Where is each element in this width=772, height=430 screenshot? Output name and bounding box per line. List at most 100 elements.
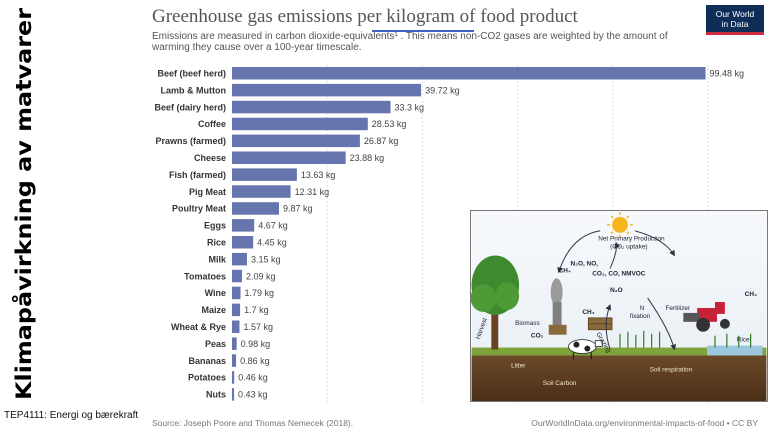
category-label-10: Rice <box>207 238 226 248</box>
flux-arrows <box>557 230 677 351</box>
logo-line-1: Our World <box>715 9 755 19</box>
smoke-stack-icon <box>548 278 567 335</box>
label-rice: Rice <box>737 337 750 344</box>
owid-logo[interactable]: Our World in Data <box>706 5 764 35</box>
value-label-17: 0.86 kg <box>240 356 270 366</box>
side-title-text: Klimapåvirkning av matvarer <box>11 7 36 400</box>
category-label-6: Fish (farmed) <box>169 170 226 180</box>
label-co2-b: CO₂ <box>531 333 544 340</box>
course-label: TEP4111: Energi og bærekraft <box>4 410 139 421</box>
value-label-15: 1.57 kg <box>243 322 273 332</box>
bar-10[interactable] <box>232 236 254 249</box>
carbon-cycle-diagram: Net Primary Production (CO₂ uptake) N₂O,… <box>470 210 768 402</box>
ground-grass <box>471 347 767 356</box>
value-label-12: 2.09 kg <box>246 271 276 281</box>
category-label-9: Eggs <box>204 221 226 231</box>
category-label-19: Nuts <box>206 390 226 400</box>
bar-19[interactable] <box>232 388 235 401</box>
label-n2o-b: N₂O <box>610 287 623 294</box>
category-label-17: Bananas <box>188 356 226 366</box>
value-label-6: 13.63 kg <box>301 170 336 180</box>
category-label-0: Beef (beef herd) <box>157 69 226 79</box>
footer-url[interactable]: OurWorldInData.org/environmental-impacts… <box>531 418 758 428</box>
tractor-icon <box>683 302 730 332</box>
label-biomass: Biomass <box>515 320 540 327</box>
cow-icon <box>568 339 603 360</box>
category-label-3: Coffee <box>198 119 226 129</box>
value-label-13: 1.79 kg <box>245 288 275 298</box>
bar-13[interactable] <box>232 286 241 300</box>
value-label-18: 0.46 kg <box>238 373 268 383</box>
value-label-11: 3.15 kg <box>251 254 281 264</box>
category-label-18: Potatoes <box>188 373 226 383</box>
label-fixation: fixation <box>630 313 651 320</box>
value-label-9: 4.67 kg <box>258 221 288 231</box>
label-litter: Litter <box>511 362 526 369</box>
value-label-14: 1.7 kg <box>244 305 269 315</box>
category-label-1: Lamb & Mutton <box>161 85 227 95</box>
chart-title: Greenhouse gas emissions per kilogram of… <box>152 6 578 27</box>
category-label-15: Wheat & Rye <box>171 322 226 332</box>
category-label-8: Poultry Meat <box>172 204 226 214</box>
bar-15[interactable] <box>232 320 240 334</box>
sun-icon <box>607 211 633 238</box>
value-label-8: 9.87 kg <box>283 204 313 214</box>
category-label-4: Prawns (farmed) <box>155 136 226 146</box>
bar-14[interactable] <box>232 303 241 317</box>
bars: Beef (beef herd) 99.48 kg Lamb & Mutton 39.… <box>154 67 744 401</box>
bar-6[interactable] <box>232 168 297 181</box>
category-label-12: Tomatoes <box>184 271 226 281</box>
label-co2-a: CO₂, CO, NMVOC <box>592 270 646 277</box>
label-npp-sub: (CO₂ uptake) <box>610 244 647 251</box>
bar-7[interactable] <box>232 185 291 198</box>
value-label-19: 0.43 kg <box>238 390 268 400</box>
category-label-14: Maize <box>201 305 226 315</box>
value-label-3: 28.53 kg <box>372 119 407 129</box>
bar-18[interactable] <box>232 371 235 384</box>
tree-icon <box>471 255 520 350</box>
label-fertilizer: Fertilizer <box>666 305 691 312</box>
category-label-16: Peas <box>205 339 226 349</box>
crops-icon <box>619 330 661 348</box>
bar-3[interactable] <box>232 117 368 131</box>
label-n: N <box>640 305 645 312</box>
label-npp: Net Primary Production <box>598 236 665 243</box>
wood-crate-icon <box>587 317 613 331</box>
bar-5[interactable] <box>232 151 346 165</box>
bar-9[interactable] <box>232 219 255 232</box>
title-underline <box>372 30 474 32</box>
bar-4[interactable] <box>232 134 360 148</box>
diagram-labels: Net Primary Production (CO₂ uptake) N₂O,… <box>475 236 757 387</box>
source-note: Source: Joseph Poore and Thomas Nemecek … <box>152 418 354 428</box>
bar-2[interactable] <box>232 100 391 114</box>
slide-side-title: Klimapåvirkning av matvarer <box>11 7 36 400</box>
bar-1[interactable] <box>232 83 422 97</box>
value-label-16: 0.98 kg <box>241 339 271 349</box>
value-label-7: 12.31 kg <box>295 187 330 197</box>
value-label-1: 39.72 kg <box>425 85 460 95</box>
bar-12[interactable] <box>232 269 242 283</box>
bar-16[interactable] <box>232 337 237 350</box>
bar-8[interactable] <box>232 202 279 215</box>
logo-line-2: in Data <box>721 19 749 29</box>
value-label-4: 26.87 kg <box>364 136 399 146</box>
value-label-2: 33.3 kg <box>395 102 425 112</box>
bar-0[interactable] <box>232 67 706 80</box>
bar-11[interactable] <box>232 252 247 266</box>
chart-subtitle: Emissions are measured in carbon dioxide… <box>152 31 668 53</box>
label-ch4-a: CH₄ <box>559 267 571 274</box>
value-label-0: 99.48 kg <box>710 69 745 79</box>
category-label-5: Cheese <box>194 153 226 163</box>
label-ch4-c: CH₄ <box>745 291 757 298</box>
rice-paddy-icon <box>707 333 763 356</box>
category-label-11: Milk <box>208 254 226 264</box>
label-soil-carbon: Soil Carbon <box>543 380 577 387</box>
value-label-10: 4.45 kg <box>257 238 287 248</box>
label-n2o-no: N₂O, NO, <box>571 260 599 267</box>
category-label-13: Wine <box>205 288 226 298</box>
category-label-2: Beef (dairy herd) <box>154 102 226 112</box>
value-label-5: 23.88 kg <box>350 153 385 163</box>
logo-accent-bar <box>706 32 764 35</box>
category-label-7: Pig Meat <box>189 187 226 197</box>
bar-17[interactable] <box>232 354 237 367</box>
